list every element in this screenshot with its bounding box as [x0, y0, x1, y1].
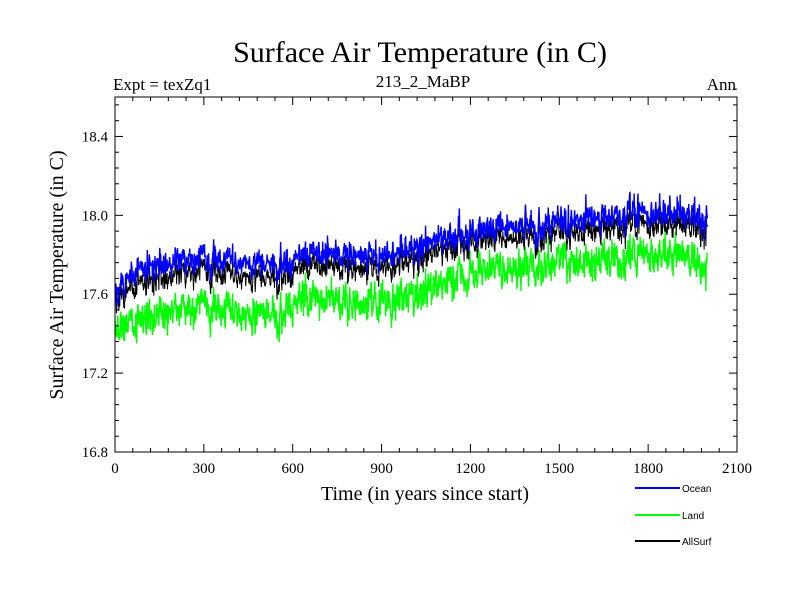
x-tick-label: 300 — [193, 461, 216, 477]
chart-title: Surface Air Temperature (in C) — [233, 36, 607, 69]
y-tick-label: 18.4 — [82, 129, 109, 145]
plot-frame — [114, 96, 738, 453]
axes-group: 0 300 600 900 1200 1500 1800 2100 16.8 17.2 17.6 18… — [82, 88, 752, 477]
experiment-label: Expt = texZq1 — [113, 75, 211, 94]
x-axis-label: Time (in years since start) — [321, 483, 529, 505]
y-axis-label: Surface Air Temperature (in C) — [46, 150, 68, 399]
x-tick-label: 1800 — [633, 461, 663, 477]
season-label: Ann — [707, 75, 737, 94]
legend-label-allsurf: AllSurf — [682, 537, 712, 548]
series-line-land — [114, 231, 708, 344]
x-tick-label: 600 — [281, 461, 304, 477]
x-tick-label: 1500 — [544, 461, 574, 477]
legend: Ocean Land AllSurf — [635, 484, 712, 548]
plot-series-group — [114, 191, 709, 344]
y-tick-label: 16.8 — [82, 445, 108, 461]
y-tick-label: 17.2 — [82, 366, 108, 382]
period-label: 213_2_MaBP — [376, 72, 470, 91]
y-tick-label: 18.0 — [82, 208, 108, 224]
x-tick-label: 0 — [111, 461, 119, 477]
x-tick-label: 1200 — [455, 461, 485, 477]
series-line-ocean — [114, 191, 709, 307]
legend-label-land: Land — [682, 511, 704, 522]
y-tick-label: 17.6 — [82, 287, 109, 303]
x-tick-label: 2100 — [722, 461, 752, 477]
x-tick-label: 900 — [370, 461, 393, 477]
legend-label-ocean: Ocean — [682, 484, 711, 495]
